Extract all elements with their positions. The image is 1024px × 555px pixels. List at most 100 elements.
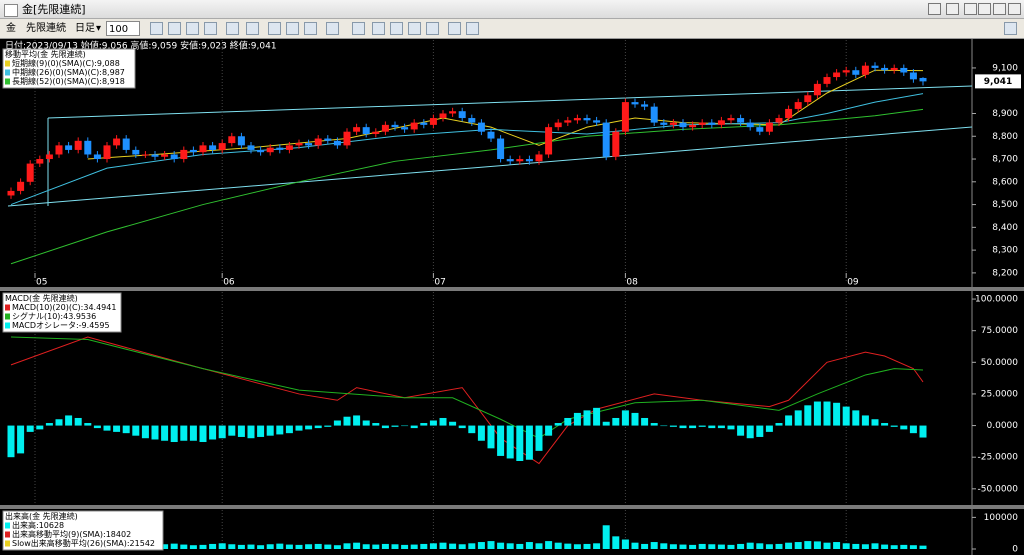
tool-button[interactable] (204, 22, 217, 35)
candle-body (266, 147, 274, 153)
bar (257, 545, 265, 549)
legend-title: MACD(金 先限連続) (5, 293, 78, 303)
candle-body (890, 67, 898, 71)
bar (765, 544, 773, 549)
candle-body (842, 70, 850, 73)
y-tick-label: 8,700 (992, 155, 1018, 165)
y-tick-label: 0 (1012, 545, 1018, 555)
tool-button[interactable] (372, 22, 385, 35)
legend-swatch (5, 69, 10, 76)
count-input[interactable]: 100 (106, 21, 140, 36)
bar (660, 543, 668, 549)
bar (477, 425, 485, 441)
candle-body (535, 154, 543, 162)
bar (420, 423, 428, 426)
tool-button[interactable] (286, 22, 299, 35)
tool-button[interactable] (964, 3, 977, 15)
candle-body (410, 122, 418, 130)
chart-background (0, 39, 1024, 555)
bar (439, 542, 447, 549)
tool-button[interactable] (390, 22, 403, 35)
bar (554, 542, 562, 549)
bar (93, 425, 101, 429)
legend-swatch (5, 313, 10, 320)
bar (861, 544, 869, 549)
tool-button[interactable] (466, 22, 479, 35)
title-bar: 金[先限連続] (0, 0, 1024, 19)
tool-button[interactable] (928, 3, 941, 15)
y-tick-label: -25.0000 (978, 453, 1019, 463)
last-price-box (975, 74, 1021, 89)
contract-select[interactable]: 先限連続 (26, 23, 66, 34)
legend-swatch (5, 531, 10, 538)
candle-body (45, 154, 53, 160)
tool-button[interactable] (268, 22, 281, 35)
tool-button[interactable] (408, 22, 421, 35)
legend-entry: シグナル(10):43.9536 (12, 311, 96, 321)
bar (573, 412, 581, 426)
bar (36, 425, 44, 430)
tool-button[interactable] (946, 3, 959, 15)
tool-button[interactable] (448, 22, 461, 35)
bar (477, 542, 485, 549)
tool-button[interactable] (246, 22, 259, 35)
y-tick-label: -50.0000 (978, 484, 1019, 494)
candle-body (852, 70, 860, 75)
bar (564, 417, 572, 426)
bar (468, 425, 476, 434)
window-title: 金[先限連続] (22, 3, 86, 16)
bar (209, 425, 217, 440)
bar (266, 425, 274, 436)
bar (756, 425, 764, 437)
bar (487, 425, 495, 449)
candle-body (506, 159, 514, 162)
tool-button[interactable] (150, 22, 163, 35)
candle-body (113, 138, 121, 146)
candle-body (228, 136, 236, 144)
bar (189, 425, 197, 441)
bar (324, 544, 332, 549)
bar (833, 402, 841, 426)
bar (583, 543, 591, 549)
series-line (10, 336, 924, 439)
bar (122, 425, 130, 434)
tool-button[interactable] (304, 22, 317, 35)
bar (535, 543, 543, 549)
legend-swatch (5, 540, 10, 547)
bar (353, 415, 361, 426)
bar (785, 542, 793, 549)
tool-button[interactable] (326, 22, 339, 35)
bar (324, 425, 332, 427)
candle-body (314, 138, 322, 146)
close-button[interactable] (1008, 3, 1021, 15)
bar (919, 425, 927, 438)
candle-body (295, 143, 303, 146)
maximize-button[interactable] (993, 3, 1006, 15)
bar (343, 416, 351, 426)
candle-body (237, 136, 245, 146)
bar (525, 425, 533, 460)
tool-button[interactable] (186, 22, 199, 35)
bar (180, 425, 188, 441)
candle-body (36, 159, 44, 164)
bar (199, 425, 207, 443)
bar (583, 410, 591, 426)
bar (727, 544, 735, 549)
candle-body (717, 120, 725, 125)
minimize-button[interactable] (978, 3, 991, 15)
bar (353, 542, 361, 549)
bar (842, 543, 850, 549)
tool-button[interactable] (1004, 22, 1017, 35)
tool-button[interactable] (426, 22, 439, 35)
app-icon (4, 4, 18, 17)
legend-entry: MACD(10)(20)(C):34.4941 (12, 303, 116, 312)
bar (209, 543, 217, 549)
tool-button[interactable] (168, 22, 181, 35)
period-select[interactable]: 日足 (75, 23, 95, 34)
candle-body (439, 113, 447, 119)
candle-body (429, 118, 437, 125)
tool-button[interactable] (226, 22, 239, 35)
y-tick-label: 8,500 (992, 200, 1018, 210)
tool-button[interactable] (352, 22, 365, 35)
